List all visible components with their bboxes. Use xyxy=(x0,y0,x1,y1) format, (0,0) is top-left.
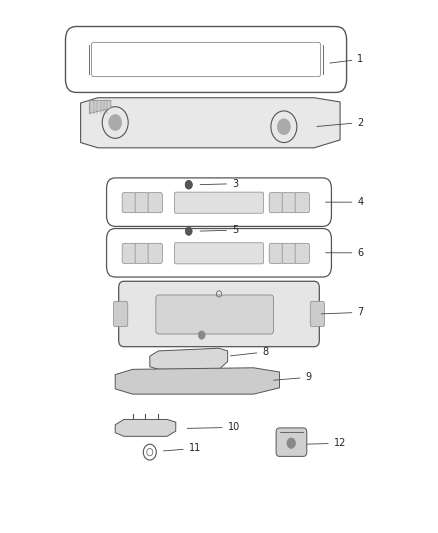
FancyBboxPatch shape xyxy=(113,301,128,327)
Polygon shape xyxy=(81,98,340,148)
Text: 12: 12 xyxy=(307,438,346,448)
FancyBboxPatch shape xyxy=(218,124,233,136)
Polygon shape xyxy=(115,368,279,394)
Circle shape xyxy=(185,181,192,189)
Text: 11: 11 xyxy=(163,443,201,454)
Text: 3: 3 xyxy=(200,179,238,189)
FancyBboxPatch shape xyxy=(129,107,266,144)
Polygon shape xyxy=(89,100,111,114)
FancyBboxPatch shape xyxy=(140,124,155,136)
FancyBboxPatch shape xyxy=(310,301,325,327)
FancyBboxPatch shape xyxy=(148,243,162,263)
Text: 6: 6 xyxy=(325,248,364,258)
Text: 10: 10 xyxy=(187,422,240,432)
Text: 8: 8 xyxy=(230,347,268,357)
Text: 7: 7 xyxy=(321,308,364,317)
FancyBboxPatch shape xyxy=(148,192,162,213)
Circle shape xyxy=(185,227,192,236)
Text: 2: 2 xyxy=(317,117,364,127)
Polygon shape xyxy=(115,419,176,437)
Text: 4: 4 xyxy=(325,197,364,207)
FancyBboxPatch shape xyxy=(252,124,268,136)
FancyBboxPatch shape xyxy=(122,192,136,213)
FancyBboxPatch shape xyxy=(295,192,309,213)
FancyBboxPatch shape xyxy=(282,192,297,213)
FancyBboxPatch shape xyxy=(295,243,309,263)
FancyBboxPatch shape xyxy=(174,192,264,213)
FancyBboxPatch shape xyxy=(157,124,173,136)
FancyBboxPatch shape xyxy=(122,243,136,263)
FancyBboxPatch shape xyxy=(269,192,283,213)
Polygon shape xyxy=(150,348,228,369)
FancyBboxPatch shape xyxy=(156,295,273,334)
FancyBboxPatch shape xyxy=(135,192,149,213)
FancyBboxPatch shape xyxy=(235,124,251,136)
FancyBboxPatch shape xyxy=(119,281,319,346)
Circle shape xyxy=(109,115,122,131)
FancyBboxPatch shape xyxy=(135,243,149,263)
Text: 9: 9 xyxy=(274,372,311,382)
FancyBboxPatch shape xyxy=(174,124,190,136)
FancyBboxPatch shape xyxy=(174,243,264,264)
Circle shape xyxy=(277,119,290,135)
FancyBboxPatch shape xyxy=(276,428,307,456)
FancyBboxPatch shape xyxy=(269,243,283,263)
Circle shape xyxy=(198,331,205,340)
Circle shape xyxy=(287,438,296,448)
Text: 5: 5 xyxy=(200,225,238,235)
FancyBboxPatch shape xyxy=(282,243,297,263)
Text: 1: 1 xyxy=(330,54,364,64)
